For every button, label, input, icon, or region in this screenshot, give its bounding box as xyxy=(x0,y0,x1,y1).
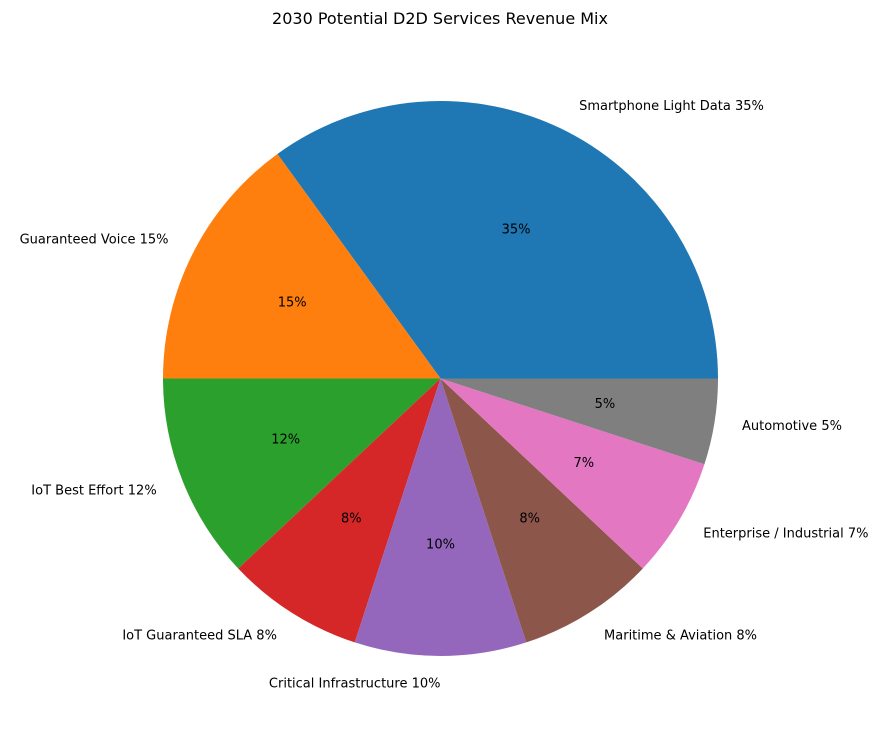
slice-label: Guaranteed Voice 15% xyxy=(20,232,169,247)
slice-label: Smartphone Light Data 35% xyxy=(579,99,764,114)
slice-percent-label: 35% xyxy=(502,223,531,238)
chart-title: 2030 Potential D2D Services Revenue Mix xyxy=(272,9,608,28)
percent-labels: 35% 15% 12% 8% 10% 8% 7% 5% xyxy=(271,223,615,553)
pie-slice-guaranteed-voice xyxy=(163,153,441,379)
pie-slice-iot-guaranteed-sla xyxy=(238,378,441,643)
slice-label: IoT Guaranteed SLA 8% xyxy=(122,629,277,644)
pie-slice-maritime-aviation xyxy=(440,378,643,643)
slice-label: Maritime & Aviation 8% xyxy=(604,629,757,644)
slice-percent-label: 5% xyxy=(595,397,616,412)
pie-slice-automotive xyxy=(440,378,718,465)
slice-percent-label: 7% xyxy=(574,456,595,471)
pie-slice-smartphone-light-data xyxy=(277,100,718,379)
slice-label: Automotive 5% xyxy=(742,419,842,434)
slice-labels: Smartphone Light Data 35% Guaranteed Voic… xyxy=(20,99,869,691)
pie-slice-iot-best-effort xyxy=(163,378,441,569)
pie-slice-critical-infrastructure xyxy=(354,378,527,656)
slice-percent-label: 15% xyxy=(278,295,307,310)
slice-label: Critical Infrastructure 10% xyxy=(269,676,441,691)
pie-slice-enterprise-industrial xyxy=(440,378,705,569)
slice-percent-label: 10% xyxy=(426,538,455,553)
slice-label: Enterprise / Industrial 7% xyxy=(703,526,868,541)
slice-percent-label: 12% xyxy=(271,432,300,447)
slice-percent-label: 8% xyxy=(519,512,540,527)
slice-percent-label: 8% xyxy=(341,512,362,527)
slice-label: IoT Best Effort 12% xyxy=(31,483,156,498)
pie-slices xyxy=(163,100,718,656)
